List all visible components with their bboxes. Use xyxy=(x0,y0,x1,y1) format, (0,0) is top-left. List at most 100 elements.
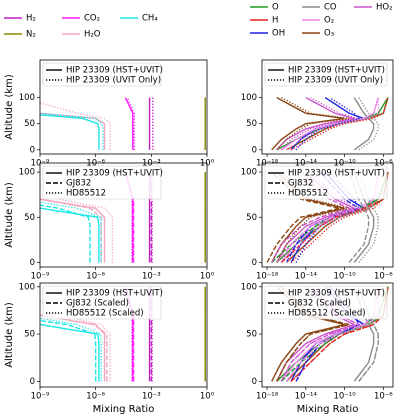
profile-line xyxy=(40,300,111,382)
legend-label: CO₂ xyxy=(84,14,100,24)
profile-line xyxy=(40,112,104,150)
legend-label: HIP 23309 (HST+UVIT) xyxy=(288,66,385,76)
legend-box xyxy=(42,62,162,87)
profile-line xyxy=(40,319,97,382)
legend-label: H₂O xyxy=(84,30,101,40)
x-tick-label: 10⁻¹⁸ xyxy=(256,272,279,282)
legend-label: OH xyxy=(272,29,285,39)
y-tick-label: 50 xyxy=(24,213,35,223)
profile-line xyxy=(286,97,389,151)
profile-line xyxy=(280,286,361,382)
legend-label: HD85512 (Scaled) xyxy=(66,309,144,319)
legend-label: H₂ xyxy=(26,14,36,24)
y-tick-label: 0 xyxy=(252,377,257,387)
profile-line xyxy=(40,317,102,382)
profile-line xyxy=(40,184,114,263)
legend-label: O₂ xyxy=(324,16,334,26)
legend-label: HO₂ xyxy=(376,3,393,13)
legend-label: HIP 23309 (UVIT Only) xyxy=(288,76,383,86)
y-axis-label: Altitude (km) xyxy=(4,302,15,368)
axes-frame xyxy=(39,59,208,155)
y-tick-label: 0 xyxy=(30,377,35,387)
y-tick-label: 0 xyxy=(252,258,257,268)
y-axis-label: Altitude (km) xyxy=(4,74,15,140)
legend-label: GJ832 xyxy=(66,179,91,189)
x-tick-label: 10⁻⁶ xyxy=(374,272,393,282)
x-tick-label: 10⁻¹⁰ xyxy=(334,159,357,169)
profile-line xyxy=(40,201,102,263)
x-axis-label: Mixing Ratio xyxy=(297,404,359,415)
axes-frame xyxy=(261,59,394,155)
x-tick-label: 10⁻¹⁸ xyxy=(256,392,279,402)
legend-label: HIP 23309 (HST+UVIT) xyxy=(288,289,385,299)
x-tick-label: 10⁻⁶ xyxy=(374,159,393,169)
x-axis-label: Mixing Ratio xyxy=(93,404,155,415)
profile-line xyxy=(276,96,355,151)
profile-line xyxy=(358,171,379,263)
legend-label: CH₄ xyxy=(142,14,158,24)
profile-line xyxy=(358,97,379,151)
x-tick-label: 10⁰ xyxy=(200,272,215,282)
profile-line xyxy=(40,198,106,263)
x-tick-label: 10⁻⁶ xyxy=(86,159,105,169)
y-tick-label: 0 xyxy=(30,258,35,268)
profile-line xyxy=(280,97,379,151)
profile-line xyxy=(40,112,106,150)
legend-label: HD85512 xyxy=(288,189,328,199)
legend-box xyxy=(42,165,162,200)
profile-line xyxy=(40,323,100,382)
profile-line xyxy=(40,204,91,263)
profile-line xyxy=(280,96,360,151)
legend-box xyxy=(264,285,388,320)
y-tick-label: 0 xyxy=(30,145,35,155)
x-tick-label: 10⁻³ xyxy=(142,159,161,169)
x-tick-label: 10⁻⁶ xyxy=(86,272,105,282)
x-tick-label: 10⁻³ xyxy=(142,272,161,282)
y-tick-label: 50 xyxy=(246,330,257,340)
x-tick-label: 10⁻⁶ xyxy=(86,392,105,402)
y-tick-label: 50 xyxy=(24,330,35,340)
legend-label: HIP 23309 (HST+UVIT) xyxy=(288,169,385,179)
y-axis-label: Altitude (km) xyxy=(4,182,15,248)
y-tick-label: 50 xyxy=(24,119,35,129)
legend-label: HIP 23309 (HST+UVIT) xyxy=(66,66,163,76)
y-tick-label: 100 xyxy=(241,93,257,103)
x-tick-label: 10⁻¹⁸ xyxy=(256,159,279,169)
profile-line xyxy=(276,96,350,151)
y-tick-label: 0 xyxy=(252,145,257,155)
y-tick-label: 50 xyxy=(246,213,257,223)
axes-frame xyxy=(39,162,208,268)
x-tick-label: 10⁻¹⁴ xyxy=(295,159,318,169)
y-tick-label: 100 xyxy=(19,93,35,103)
profile-line xyxy=(353,97,375,151)
legend-label: HIP 23309 (UVIT Only) xyxy=(66,76,161,86)
legend-label: HIP 23309 (HST+UVIT) xyxy=(66,169,163,179)
legend-box xyxy=(264,62,388,87)
legend-label: GJ832 (Scaled) xyxy=(288,299,351,309)
plot-area xyxy=(40,97,206,150)
x-tick-label: 10⁻³ xyxy=(142,392,161,402)
y-tick-label: 100 xyxy=(19,168,35,178)
x-tick-label: 10⁻¹⁰ xyxy=(334,272,357,282)
y-tick-label: 100 xyxy=(241,168,257,178)
x-tick-label: 10⁻¹⁴ xyxy=(295,392,318,402)
axes-frame xyxy=(261,162,394,268)
profile-line xyxy=(290,286,389,382)
plot-area xyxy=(271,96,389,151)
x-tick-label: 10⁻¹⁴ xyxy=(295,272,318,282)
x-tick-label: 10⁰ xyxy=(200,392,215,402)
profile-line xyxy=(126,97,135,150)
profile-line xyxy=(124,97,134,150)
legend-label: CO xyxy=(324,3,337,13)
legend-label: O xyxy=(272,3,279,13)
legend-label: H xyxy=(272,16,278,26)
legend-label: HD85512 xyxy=(66,189,106,199)
x-tick-label: 10⁻⁹ xyxy=(31,272,50,282)
legend-label: GJ832 xyxy=(288,179,313,189)
legend-label: GJ832 (Scaled) xyxy=(66,299,129,309)
profile-line xyxy=(271,96,345,151)
profile-line xyxy=(295,97,361,151)
profile-line xyxy=(290,97,389,151)
axes-frame xyxy=(261,282,394,388)
